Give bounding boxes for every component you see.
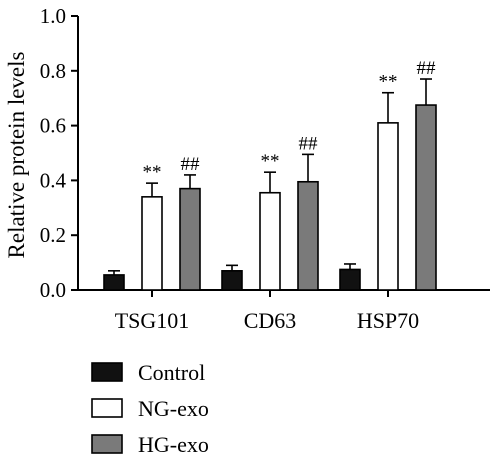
- legend-label: NG-exo: [138, 396, 209, 421]
- y-tick-label: 0.4: [40, 168, 67, 192]
- bar-control: [103, 274, 125, 291]
- bar-hg-exo: [415, 104, 437, 291]
- bar-ng-exo: [141, 196, 163, 291]
- category-label: CD63: [244, 308, 297, 333]
- legend-label: HG-exo: [138, 432, 209, 457]
- bar-hg-exo: [297, 180, 319, 291]
- bar-ng-exo: [377, 122, 399, 291]
- legend-swatch: [91, 398, 123, 418]
- bar-control: [339, 268, 361, 291]
- bar-control: [221, 270, 243, 291]
- significance-label: **: [143, 162, 162, 183]
- significance-label: **: [379, 72, 398, 93]
- significance-label: ##: [417, 58, 437, 79]
- bar-ng-exo: [259, 191, 281, 291]
- y-tick-label: 0.8: [40, 59, 66, 83]
- chart-labels: 0.0 0.2 0.4 0.6 0.8 1.0 TSG101 ** ## CD63 ** ## HSP7…: [40, 4, 436, 333]
- category-label: TSG101: [115, 308, 190, 333]
- chart-legend: Control NG-exo HG-exo: [91, 360, 209, 457]
- y-tick-label: 0.6: [40, 114, 66, 138]
- category-label: HSP70: [357, 308, 419, 333]
- y-tick-label: 1.0: [40, 4, 66, 28]
- y-axis-title: Relative protein levels: [4, 51, 29, 258]
- legend-label: Control: [138, 360, 205, 385]
- legend-swatch: [91, 434, 123, 454]
- significance-label: ##: [299, 133, 319, 154]
- y-tick-label: 0.0: [40, 278, 66, 302]
- significance-label: **: [261, 151, 280, 172]
- significance-label: ##: [181, 154, 201, 175]
- legend-swatch: [91, 362, 123, 382]
- bar-hg-exo: [179, 187, 201, 291]
- chart-bars: [103, 78, 437, 291]
- y-tick-label: 0.2: [40, 223, 66, 247]
